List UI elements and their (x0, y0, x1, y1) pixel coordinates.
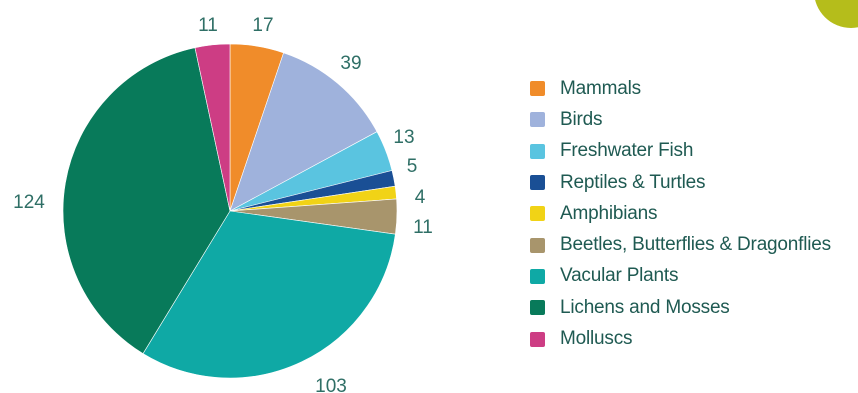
legend-label: Reptiles & Turtles (560, 171, 706, 193)
legend-item: Freshwater Fish (530, 136, 831, 167)
legend-swatch (530, 331, 545, 347)
legend-label: Birds (560, 108, 603, 130)
pie-value-label: 124 (13, 192, 45, 213)
legend-item: Amphibians (530, 198, 831, 229)
legend-label: Amphibians (560, 202, 658, 224)
legend-item: Lichens and Mosses (530, 292, 831, 323)
pie-slice-birds (229, 52, 378, 212)
pie-value-label: 4 (415, 187, 426, 208)
pie-value-label: 11 (413, 217, 433, 238)
legend-label: Molluscs (560, 328, 633, 350)
legend-swatch (530, 268, 545, 284)
legend-swatch (530, 175, 545, 191)
legend-item: Vacular Plants (530, 261, 831, 292)
legend-swatch (530, 81, 545, 97)
pie-value-label: 5 (407, 156, 418, 177)
legend-label: Freshwater Fish (560, 140, 694, 162)
pie-slice-molluscs (194, 43, 231, 212)
pie-value-label: 13 (393, 127, 414, 148)
pie-slice-vacular-plants (142, 210, 396, 379)
legend-item: Mammals (530, 73, 831, 104)
pie-value-label: 103 (315, 376, 347, 393)
pie-value-labels: 17 39 13 5 4 11 103 124 11 (13, 15, 433, 393)
legend-swatch (530, 112, 545, 128)
pie-slice-lichens-and-mosses (62, 47, 231, 354)
chart-legend: Mammals Birds Freshwater Fish Reptiles & Tu… (530, 73, 831, 355)
pie-value-label: 11 (198, 15, 218, 36)
legend-label: Vacular Plants (560, 265, 679, 287)
pie-value-label: 17 (252, 15, 273, 36)
legend-label: Mammals (560, 77, 641, 99)
legend-swatch (530, 143, 545, 159)
legend-label: Beetles, Butterflies & Dragonflies (560, 234, 831, 256)
legend-item: Molluscs (530, 323, 831, 354)
pie-slices (62, 43, 398, 379)
legend-label: Lichens and Mosses (560, 296, 730, 318)
legend-swatch (530, 237, 545, 253)
legend-item: Reptiles & Turtles (530, 167, 831, 198)
legend-swatch (530, 206, 545, 222)
pie-value-label: 39 (340, 53, 361, 74)
legend-item: Birds (530, 104, 831, 135)
legend-item: Beetles, Butterflies & Dragonflies (530, 229, 831, 260)
legend-swatch (530, 300, 545, 316)
